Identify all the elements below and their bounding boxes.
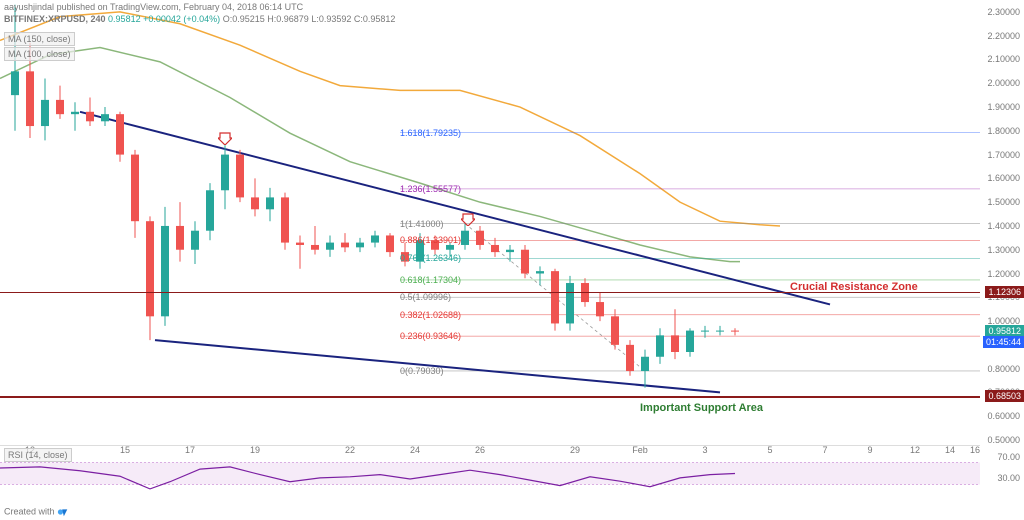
y-tick: 0.50000 bbox=[987, 435, 1020, 445]
ma-150-label: MA (150, close) bbox=[4, 32, 75, 46]
y-tick: 1.90000 bbox=[987, 102, 1020, 112]
chart-header: aayushjindal published on TradingView.co… bbox=[4, 2, 395, 24]
rsi-panel: RSI (14, close) 70.00 30.00 bbox=[0, 445, 980, 500]
fib-label: 0.236(0.93646) bbox=[400, 331, 461, 341]
fib-label: 1.236(1.55577) bbox=[400, 184, 461, 194]
main-chart[interactable] bbox=[0, 0, 980, 440]
annotation-text: Important Support Area bbox=[640, 402, 763, 414]
ma-legend: MA (150, close) MA (100, close) bbox=[4, 32, 75, 62]
fib-label: 0.764(1.26346) bbox=[400, 253, 461, 263]
annotation-text: Crucial Resistance Zone bbox=[790, 281, 918, 293]
y-tick: 2.30000 bbox=[987, 7, 1020, 17]
price-badge: 0.68503 bbox=[985, 390, 1024, 402]
ohlc-l: L:0.93592 bbox=[311, 14, 351, 24]
author: aayushjindal bbox=[4, 2, 54, 12]
rsi-tick-70: 70.00 bbox=[997, 452, 1020, 462]
down-arrow-icon bbox=[218, 131, 232, 145]
ohlc-c: C:0.95812 bbox=[354, 14, 396, 24]
rsi-tick-30: 30.00 bbox=[997, 473, 1020, 483]
fib-label: 0.886(1.33901) bbox=[400, 235, 461, 245]
y-tick: 1.30000 bbox=[987, 245, 1020, 255]
fib-label: 0.5(1.09996) bbox=[400, 292, 451, 302]
y-tick: 1.80000 bbox=[987, 126, 1020, 136]
fib-label: 1.618(1.79235) bbox=[400, 128, 461, 138]
y-tick: 1.70000 bbox=[987, 150, 1020, 160]
ohlc-o: O:0.95215 bbox=[223, 14, 265, 24]
tradingview-logo-icon bbox=[57, 506, 69, 518]
fib-label: 1(1.41000) bbox=[400, 219, 444, 229]
change: +0.00042 (+0.04%) bbox=[143, 14, 220, 24]
y-tick: 1.20000 bbox=[987, 269, 1020, 279]
rsi-label: RSI (14, close) bbox=[4, 448, 72, 462]
footer-text: Created with bbox=[4, 506, 55, 516]
ohlc-h: H:0.96879 bbox=[267, 14, 309, 24]
symbol: BITFINEX:XRPUSD, 240 bbox=[4, 14, 106, 24]
y-tick: 2.20000 bbox=[987, 31, 1020, 41]
fib-label: 0.618(1.17304) bbox=[400, 275, 461, 285]
y-tick: 2.10000 bbox=[987, 54, 1020, 64]
y-tick: 1.50000 bbox=[987, 197, 1020, 207]
y-tick: 0.60000 bbox=[987, 411, 1020, 421]
last-price: 0.95812 bbox=[108, 14, 141, 24]
price-badge: 1.12306 bbox=[985, 286, 1024, 298]
timestamp: February 04, 2018 06:14 UTC bbox=[184, 2, 304, 12]
y-axis: 0.500000.600000.700000.800000.900001.000… bbox=[980, 0, 1024, 440]
y-tick: 2.00000 bbox=[987, 78, 1020, 88]
fib-label: 0(0.79030) bbox=[400, 366, 444, 376]
current_price-badge: 0.95812 bbox=[985, 325, 1024, 337]
y-tick: 1.60000 bbox=[987, 173, 1020, 183]
horizontal-line bbox=[0, 396, 980, 398]
ma-100-label: MA (100, close) bbox=[4, 47, 75, 61]
y-tick: 0.80000 bbox=[987, 364, 1020, 374]
published-on: published on TradingView.com, bbox=[57, 2, 181, 12]
countdown-badge: 01:45:44 bbox=[983, 336, 1024, 348]
down-arrow-icon bbox=[461, 212, 475, 226]
rsi-svg bbox=[0, 446, 980, 501]
chart-svg bbox=[0, 0, 980, 440]
fib-label: 0.382(1.02688) bbox=[400, 310, 461, 320]
footer: Created with bbox=[4, 506, 71, 518]
y-tick: 1.40000 bbox=[987, 221, 1020, 231]
